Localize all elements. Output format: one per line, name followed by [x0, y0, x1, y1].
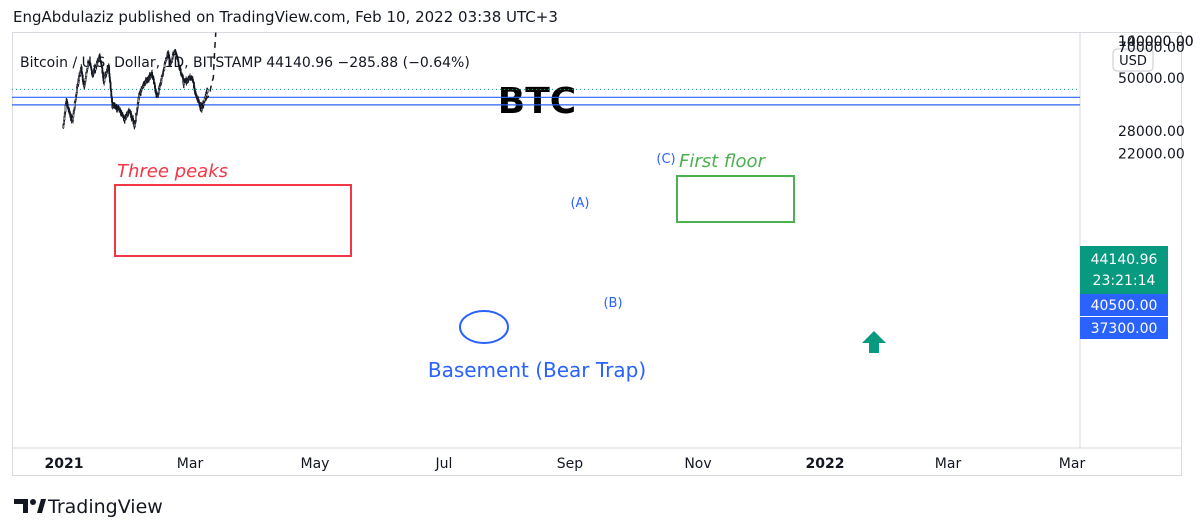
last-price-tag-bg	[1080, 246, 1168, 294]
x-tick-label: 2022	[806, 456, 845, 472]
x-tick-label: May	[301, 456, 330, 472]
x-tick-label: Sep	[557, 456, 584, 472]
level-lines	[12, 88, 1080, 106]
level-tag-lower-value: 37300.00	[1091, 321, 1158, 337]
chart-frame	[12, 32, 1182, 476]
tradingview-wordmark: TradingView	[47, 496, 163, 518]
level-tag-lower-bg	[1080, 317, 1168, 339]
last-price-value: 44140.96	[1091, 252, 1158, 268]
first-floor-box	[676, 175, 795, 223]
y-tick-label: 50000.00	[1118, 71, 1185, 87]
candle-body	[99, 56, 102, 61]
symbol-info: Bitcoin / U.S. Dollar, 1D, BITSTAMP 4414…	[20, 55, 470, 71]
x-tick-label: Mar	[1059, 456, 1086, 472]
tradingview-logo-slash	[37, 499, 46, 513]
candle-body	[108, 73, 111, 78]
three-peaks-label: Three peaks	[117, 161, 228, 182]
x-tick-label: Nov	[684, 456, 711, 472]
currency-button-label: USD	[1119, 54, 1147, 69]
wave-c-label: (C)	[656, 152, 675, 167]
last-price-tag: 44140.96 23:21:14	[1080, 246, 1168, 294]
wave-b-label: (B)	[603, 296, 622, 311]
x-tick-label: 2021	[45, 456, 84, 472]
first-floor-label: First floor	[679, 151, 767, 172]
tradingview-logo-dot	[30, 499, 36, 505]
x-tick-label: Jul	[435, 456, 453, 472]
tradingview-logo-icon	[14, 499, 28, 513]
tradingview-logo: TradingView	[14, 496, 163, 518]
candle-body	[108, 66, 111, 74]
up-arrow-icon	[862, 331, 886, 353]
y-tick-label: 22000.00	[1118, 146, 1185, 162]
candle-body	[103, 77, 106, 83]
x-tick-label: Mar	[935, 456, 962, 472]
candle-body	[72, 116, 74, 122]
three-peaks-box	[114, 184, 352, 257]
bar-countdown: 23:21:14	[1093, 273, 1156, 289]
candle-body	[179, 68, 182, 74]
candles	[62, 48, 209, 130]
y-tick-label: 100000.00	[1118, 34, 1194, 50]
chart-title: BTC	[498, 81, 576, 122]
candle-body	[109, 82, 112, 89]
candle-body	[151, 72, 153, 76]
publish-info: EngAbdulaziz published on TradingView.co…	[13, 8, 558, 26]
basement-circle	[459, 310, 509, 344]
x-tick-label: Mar	[177, 456, 204, 472]
y-tick-label: 28000.00	[1118, 124, 1185, 140]
wave-a-label: (A)	[570, 196, 589, 211]
level-tag-lower: 37300.00	[1080, 317, 1168, 339]
level-tag-upper-bg	[1080, 294, 1168, 316]
currency-button[interactable]: USD	[1112, 48, 1154, 72]
y-tick-label: 140000.00	[1118, 34, 1194, 50]
candle-body	[64, 104, 67, 113]
candle-body	[102, 72, 104, 79]
level-tag-upper: 40500.00	[1080, 294, 1168, 316]
x-axis-ticks: 2021 Mar May Jul Sep Nov 2022 Mar Mar	[45, 456, 1086, 472]
level-tag-upper-value: 40500.00	[1091, 298, 1158, 314]
projection	[200, 32, 217, 108]
y-tick-label: 70000.00	[1118, 40, 1185, 56]
candle-body	[206, 89, 209, 93]
projection-curve	[200, 32, 217, 108]
currency-button-box[interactable]	[1112, 48, 1154, 72]
candle-body	[94, 67, 97, 71]
basement-label: Basement (Bear Trap)	[428, 358, 646, 382]
